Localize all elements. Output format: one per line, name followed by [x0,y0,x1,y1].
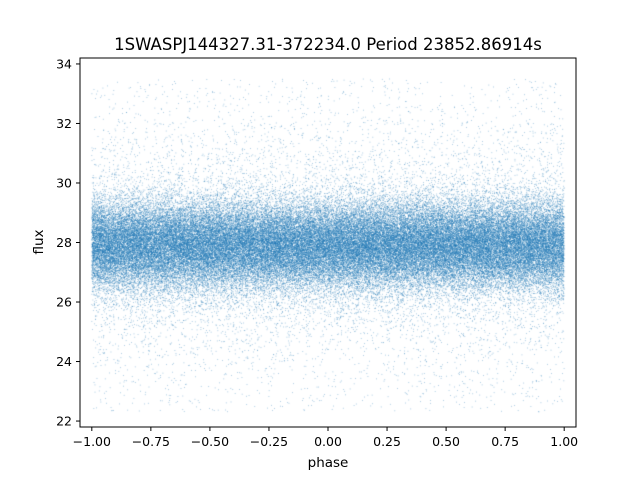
data-points [80,58,576,427]
x-tick-label: 1.00 [550,434,578,449]
x-axis-label: phase [308,455,349,471]
x-tick-label: 0.75 [491,434,519,449]
y-tick-label: 24 [56,354,72,369]
plot-frame [79,57,577,428]
y-tick-label: 26 [56,295,72,310]
x-tick-label: 0.50 [432,434,460,449]
y-tick-label: 22 [56,414,72,429]
x-tick-label: −0.25 [250,434,288,449]
y-tick-label: 30 [56,175,72,190]
scatter-points [80,58,576,427]
y-tick-label: 34 [56,56,72,71]
x-tick-label: −1.00 [73,434,111,449]
x-tick-label: 0.00 [314,434,342,449]
x-axis-ticks: −1.00 −0.75 −0.50 −0.25 0.00 0.25 0.50 0.75 1.00 [73,427,578,449]
x-tick-label: −0.75 [132,434,170,449]
y-tick-label: 32 [56,116,72,131]
chart-title: 1SWASPJ144327.31-372234.0 Period 23852.8… [114,35,542,54]
x-tick-label: −0.50 [191,434,229,449]
x-tick-label: 0.25 [373,434,401,449]
y-tick-label: 28 [56,235,72,250]
y-axis-ticks: 22 24 26 28 30 32 34 [56,56,80,429]
y-axis-label: flux [31,229,47,254]
